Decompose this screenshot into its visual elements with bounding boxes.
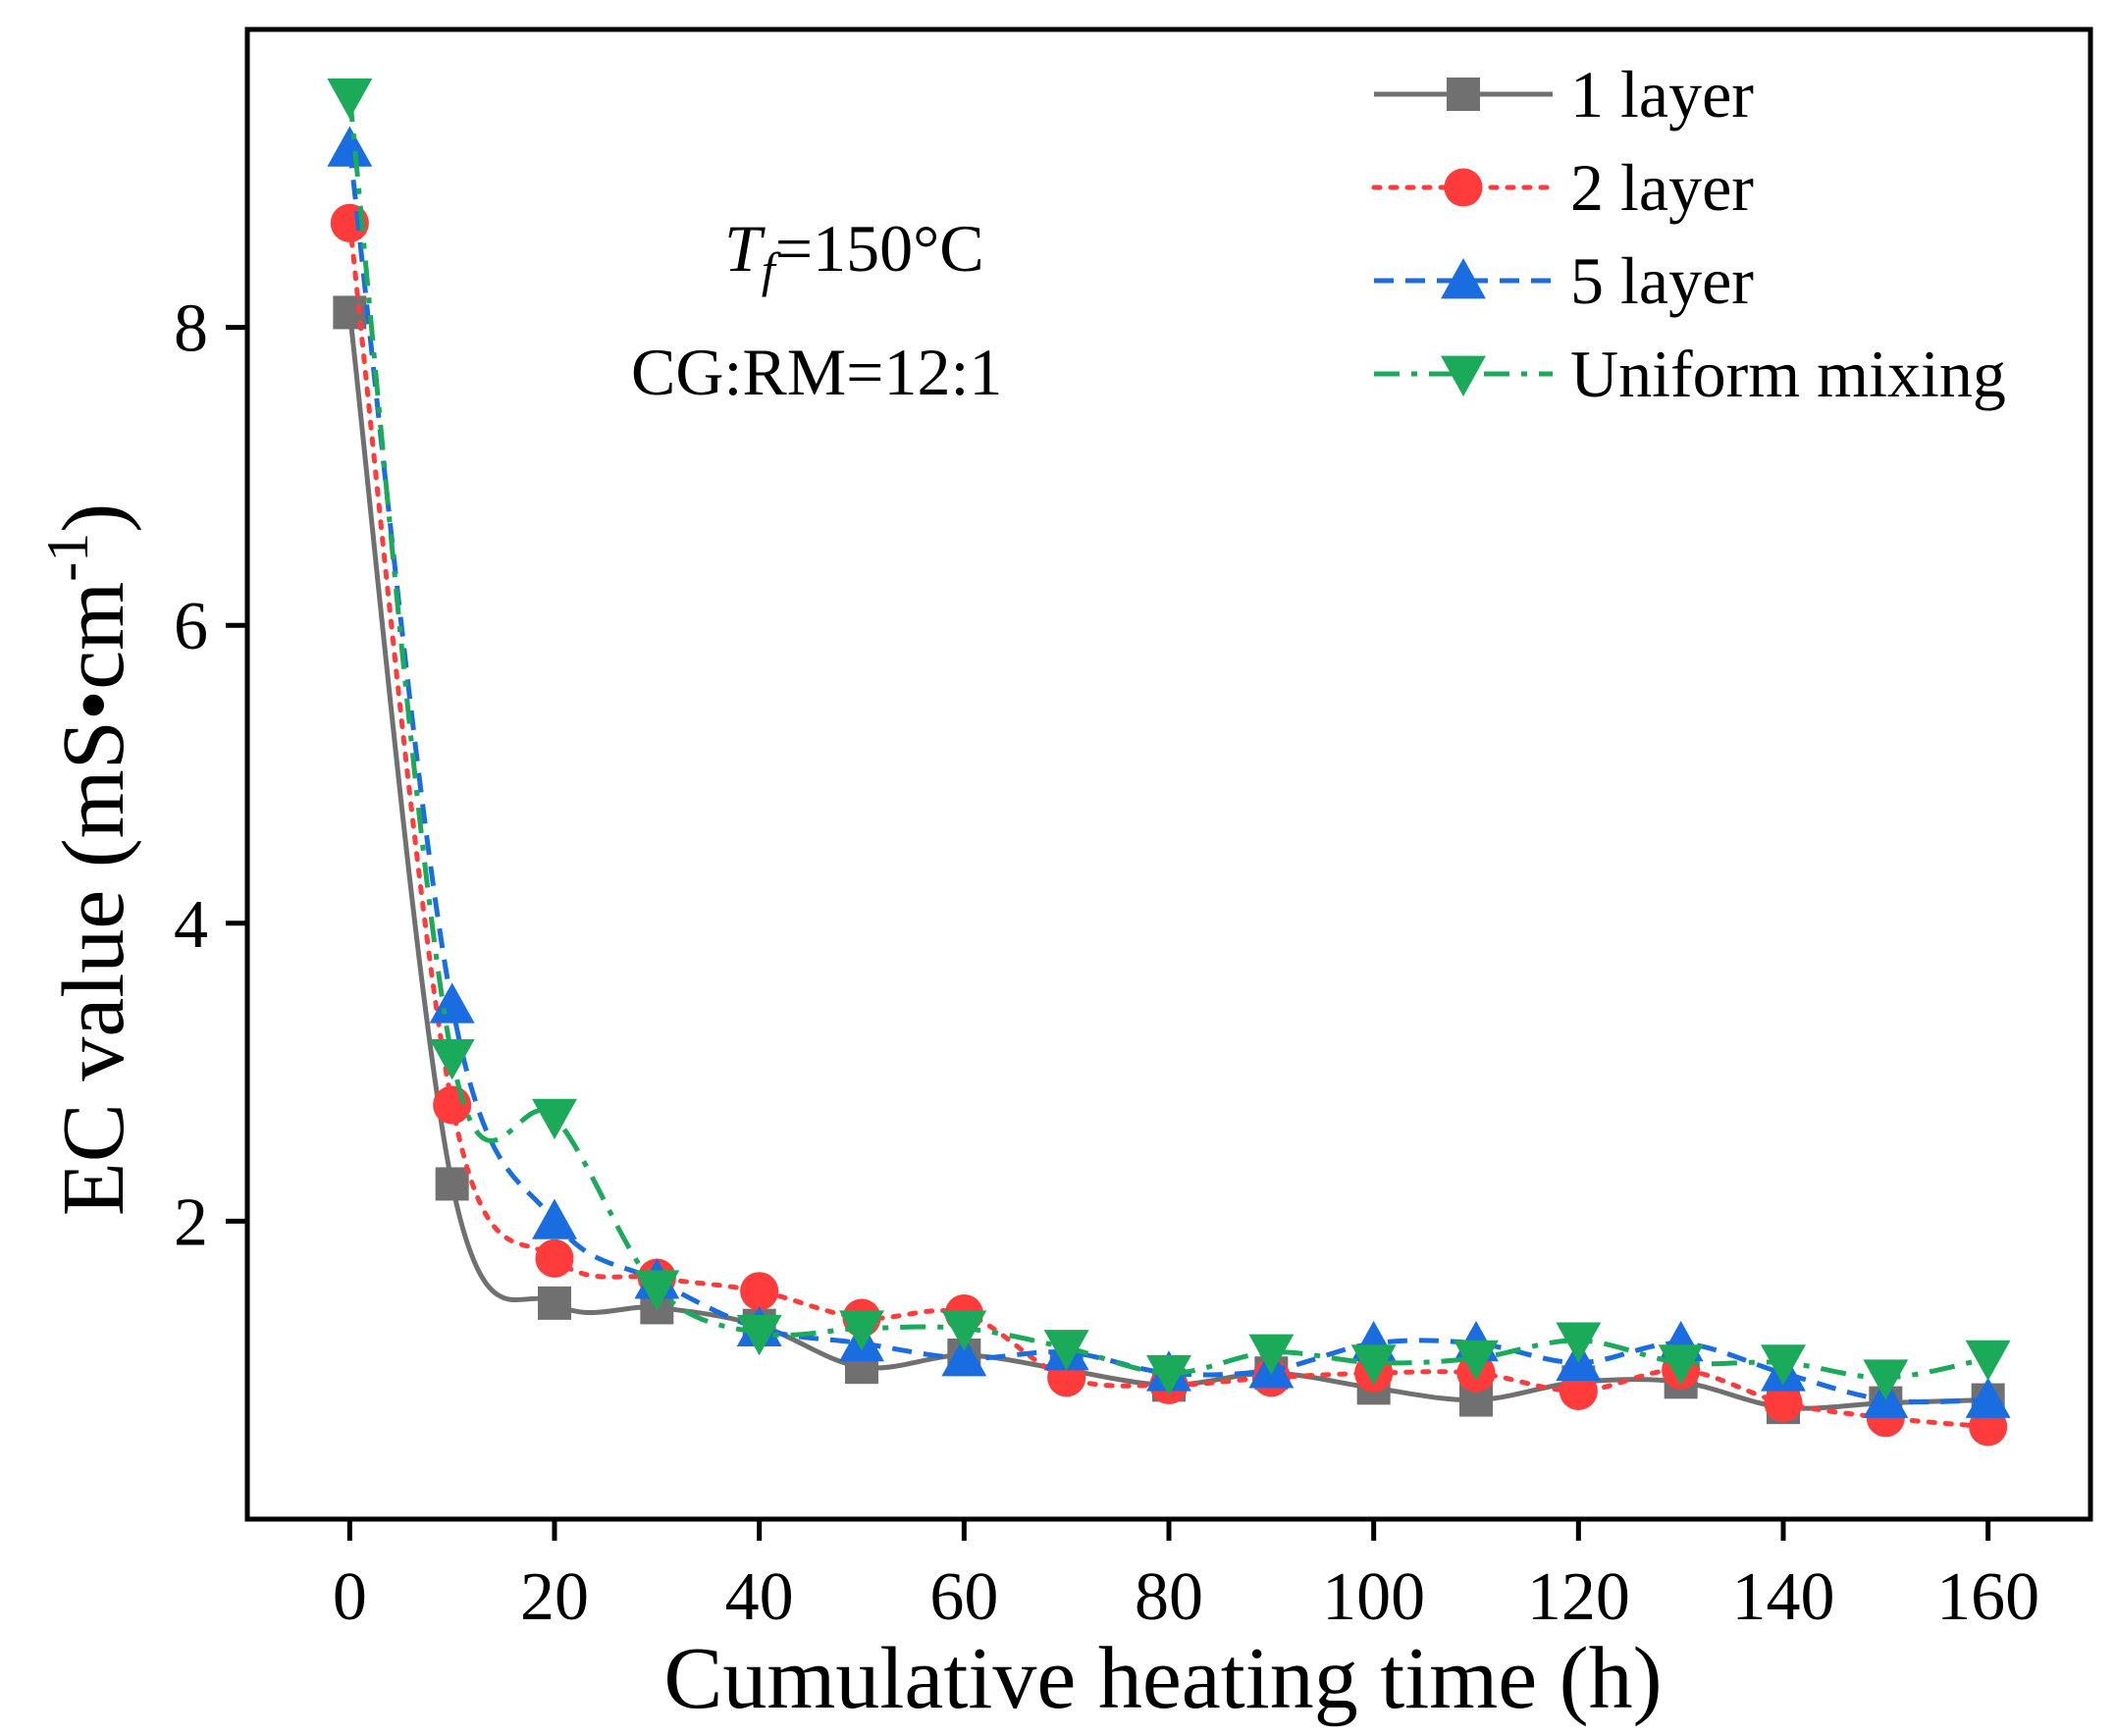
legend-label: Uniform mixing — [1570, 337, 2006, 411]
data-point — [1965, 1340, 2011, 1382]
data-point — [1764, 1384, 1803, 1423]
data-point — [941, 1310, 987, 1351]
y-axis-label-close: ) — [45, 503, 142, 533]
legend-entry: 5 layer — [1374, 243, 1754, 318]
data-point — [435, 1167, 469, 1201]
series-layer — [327, 78, 2011, 1447]
data-point — [1863, 1359, 1909, 1400]
data-point — [327, 126, 373, 167]
x-tick-label: 120 — [1527, 1559, 1630, 1635]
legend-marker — [1444, 168, 1483, 207]
data-point — [1043, 1330, 1089, 1371]
x-tick-label: 40 — [725, 1559, 794, 1635]
data-point — [538, 1286, 571, 1320]
data-point — [736, 1314, 782, 1356]
data-point — [532, 1198, 577, 1239]
x-tick-label: 160 — [1936, 1559, 2039, 1635]
data-point — [535, 1238, 574, 1278]
legend: 1 layer 2 layer 5 layer Uniform mixing — [1371, 57, 2006, 411]
data-point — [1146, 1354, 1191, 1396]
annotation-symbol: T — [724, 211, 766, 286]
data-point — [1454, 1340, 1499, 1382]
annotation-ratio: CG:RM=12:1 — [631, 335, 1002, 409]
legend-marker — [1441, 258, 1486, 299]
y-tick-label: 6 — [174, 589, 208, 664]
data-point — [1248, 1334, 1295, 1375]
legend-label: 2 layer — [1570, 150, 1754, 225]
data-point — [634, 1270, 680, 1311]
legend-marker — [1447, 78, 1480, 111]
y-axis-label-main: EC value (mS•cm — [45, 582, 142, 1216]
data-point — [429, 1039, 475, 1080]
data-point — [740, 1272, 779, 1311]
legend-label: 5 layer — [1570, 243, 1754, 318]
axes-layer: 0 20 40 60 80 100 120 140 160 2 4 6 8 — [174, 26, 2093, 1635]
legend-label: 1 layer — [1570, 57, 1754, 132]
annotation-condition: =150°C — [775, 211, 984, 286]
data-point — [1350, 1344, 1397, 1386]
data-point — [1559, 1371, 1598, 1411]
y-tick-label: 2 — [174, 1184, 208, 1260]
y-axis-label: EC value (mS•cm-1) — [35, 503, 142, 1216]
x-tick-label: 0 — [333, 1559, 367, 1635]
x-tick-label: 60 — [929, 1559, 998, 1635]
legend-entry: 2 layer — [1371, 150, 1754, 225]
data-point — [433, 1085, 472, 1125]
data-point — [1658, 1344, 1704, 1386]
data-point — [1761, 1344, 1806, 1386]
y-axis-label-sup: -1 — [35, 533, 100, 582]
annotation-temperature: Tf=150°C — [724, 211, 984, 297]
x-tick-label: 80 — [1135, 1559, 1203, 1635]
x-tick-label: 20 — [520, 1559, 589, 1635]
x-axis-label: Cumulative heating time (h) — [663, 1630, 1662, 1727]
y-tick-label: 8 — [174, 291, 208, 367]
data-point — [429, 982, 475, 1024]
data-point — [532, 1098, 577, 1140]
data-point — [839, 1310, 884, 1351]
legend-entry: Uniform mixing — [1374, 337, 2006, 411]
x-tick-label: 140 — [1732, 1559, 1835, 1635]
series-uniform-mixing — [327, 78, 2011, 1400]
data-point — [1965, 1377, 2011, 1418]
legend-marker — [1441, 355, 1486, 396]
data-point — [941, 1336, 987, 1377]
x-tick-label: 100 — [1322, 1559, 1425, 1635]
data-point — [1556, 1322, 1602, 1363]
y-tick-label: 4 — [174, 887, 208, 963]
data-point — [327, 78, 373, 120]
legend-entry: 1 layer — [1374, 57, 1754, 132]
